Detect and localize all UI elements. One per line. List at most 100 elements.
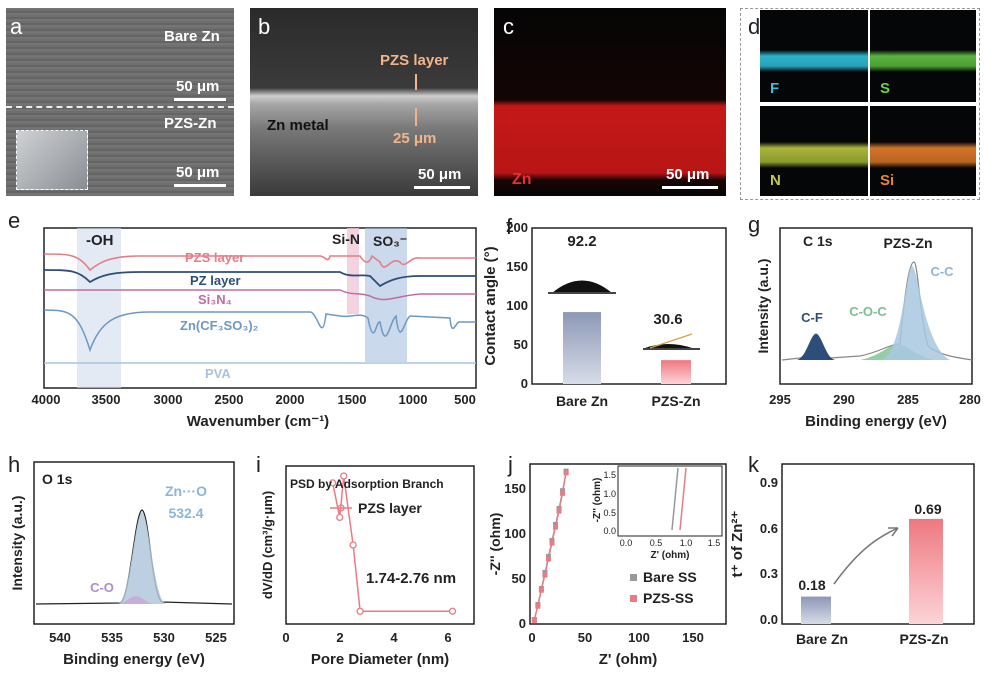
e-xtick: 3000	[154, 392, 183, 407]
g-xtick: 295	[769, 392, 791, 407]
peak-cf: C-F	[801, 310, 823, 325]
so3-band-label: SO₃⁻	[373, 233, 407, 249]
bare-zn-label: Bare Zn	[164, 28, 220, 45]
i-ylabel: dV/dD (cm³/g·μm)	[260, 491, 275, 599]
j-legend: Bare SS	[643, 569, 697, 585]
peak-zno: Zn···O	[165, 483, 207, 499]
g-xtick: 280	[959, 392, 981, 407]
g-sample: PZS-Zn	[884, 235, 933, 251]
peak-coc: C-O-C	[849, 304, 887, 319]
panel-label-a: a	[10, 14, 23, 39]
f-xtick: PZS-Zn	[652, 393, 701, 409]
arrow-up	[415, 108, 417, 126]
e-xtick: 1500	[338, 392, 367, 407]
j-inset-ytick: 0.0	[603, 526, 616, 536]
j-series-line	[533, 472, 567, 621]
j-ytick: 150	[504, 481, 526, 496]
k-ytick: 0.6	[760, 521, 778, 536]
k-xtick: Bare Zn	[796, 631, 848, 647]
n-label: N	[770, 172, 781, 189]
k-value-label: 0.69	[914, 501, 941, 517]
e-xtick: 2500	[215, 392, 244, 407]
k-ytick: 0.9	[760, 475, 778, 490]
panel-d-frame	[740, 8, 980, 200]
h-title: O 1s	[42, 471, 73, 487]
panel-label-f: f	[506, 214, 513, 239]
i-legend: PZS layer	[358, 500, 422, 516]
zn-metal-label: Zn metal	[267, 117, 329, 134]
i-xtick: 2	[336, 630, 343, 645]
j-xtick: 100	[628, 630, 650, 645]
scale-text-a2: 50 μm	[176, 164, 220, 181]
f-bar	[563, 312, 601, 384]
j-xtick: 150	[682, 630, 704, 645]
i-xtick: 6	[444, 630, 451, 645]
j-inset-xtick: 1.0	[680, 538, 693, 548]
i-point	[356, 607, 364, 615]
h-xtick: 535	[101, 630, 123, 645]
sem-image-b	[250, 8, 478, 196]
sin-band-label: Si-N	[332, 231, 360, 247]
k-xtick: PZS-Zn	[900, 631, 949, 647]
scale-text-c: 50 μm	[666, 166, 710, 183]
j-ylabel: -Z'' (ohm)	[487, 513, 503, 576]
f-ytick: 50	[514, 337, 528, 352]
e-xlabel: Wavenumber (cm⁻¹)	[187, 413, 329, 430]
si-label: Si	[880, 172, 895, 189]
peak-co: C-O	[90, 580, 114, 595]
j-xlabel: Z' (ohm)	[599, 651, 658, 668]
i-xtick: 4	[390, 630, 398, 645]
i-point	[336, 513, 344, 522]
k-ytick: 0.0	[760, 612, 778, 627]
scale-text-a1: 50 μm	[176, 78, 220, 95]
panel-label-c: c	[503, 14, 514, 39]
g-xtick: 290	[833, 392, 855, 407]
eds-n-map	[760, 106, 868, 196]
j-point	[556, 508, 562, 514]
j-ytick: 100	[504, 526, 526, 541]
i-point	[329, 479, 337, 487]
e-xtick: 3500	[92, 392, 121, 407]
j-point	[531, 617, 537, 623]
j-inset-ytick: 1.0	[603, 489, 616, 499]
panel-label-h: h	[8, 452, 21, 477]
j-point	[545, 556, 551, 562]
f-label: F	[770, 80, 780, 97]
pzs-zn-label: PZS-Zn	[164, 115, 217, 132]
f-ytick: 0	[521, 376, 528, 391]
j-inset-xtick: 0.5	[650, 538, 663, 548]
h-xlabel: Binding energy (eV)	[63, 651, 205, 668]
e-xtick: 4000	[32, 392, 61, 407]
k-ylabel: t⁺ of Zn²⁺	[729, 511, 746, 578]
trace-label-pz: PZ layer	[190, 273, 241, 288]
j-point	[563, 470, 569, 476]
panel-label-g: g	[748, 212, 761, 237]
i-annotation: 1.74-2.76 nm	[366, 570, 456, 587]
eds-zn-map	[494, 8, 726, 196]
e-xtick: 500	[454, 392, 476, 407]
eds-f-map	[760, 10, 868, 102]
eds-s-map	[870, 10, 976, 102]
k-bar	[801, 596, 831, 624]
j-inset-ytick: 1.5	[603, 470, 616, 480]
i-title: PSD by Adsorption Branch	[290, 477, 444, 491]
oh-band-label: -OH	[86, 232, 114, 249]
j-point	[535, 603, 541, 609]
i-xlabel: Pore Diameter (nm)	[311, 651, 449, 668]
i-xtick: 0	[282, 630, 289, 645]
k-value-label: 0.18	[798, 577, 825, 593]
j-point	[560, 490, 566, 496]
e-xtick: 2000	[276, 392, 305, 407]
j-point	[538, 587, 544, 593]
h-xtick: 540	[49, 630, 71, 645]
eds-si-map	[870, 106, 976, 196]
g-xtick: 285	[897, 392, 919, 407]
f-value-label: 92.2	[567, 233, 596, 250]
arrow-down	[415, 74, 417, 90]
s-label: S	[880, 80, 891, 97]
k-bar	[909, 518, 943, 624]
